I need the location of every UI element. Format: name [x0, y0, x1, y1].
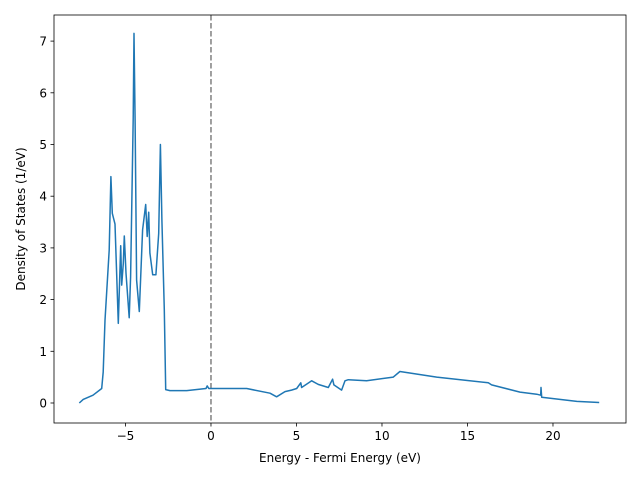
x-tick-label: 5	[293, 429, 301, 443]
y-tick-label: 3	[39, 241, 47, 255]
x-tick-label: 0	[207, 429, 215, 443]
dos-series-line	[78, 32, 600, 404]
y-tick-label: 0	[39, 396, 47, 410]
y-tick-label: 6	[39, 86, 47, 100]
y-tick-label: 4	[39, 190, 47, 204]
x-tick-label: −5	[117, 429, 135, 443]
x-axis-label: Energy - Fermi Energy (eV)	[259, 451, 421, 465]
y-tick-label: 2	[39, 293, 47, 307]
y-tick-label: 1	[39, 345, 47, 359]
y-tick-label: 7	[39, 35, 47, 49]
plot-frame	[53, 14, 627, 424]
x-tick-label: 10	[374, 429, 389, 443]
y-tick-label: 5	[39, 138, 47, 152]
x-tick-label: 20	[545, 429, 560, 443]
x-tick-label: 15	[460, 429, 475, 443]
y-axis-label: Density of States (1/eV)	[14, 147, 28, 290]
